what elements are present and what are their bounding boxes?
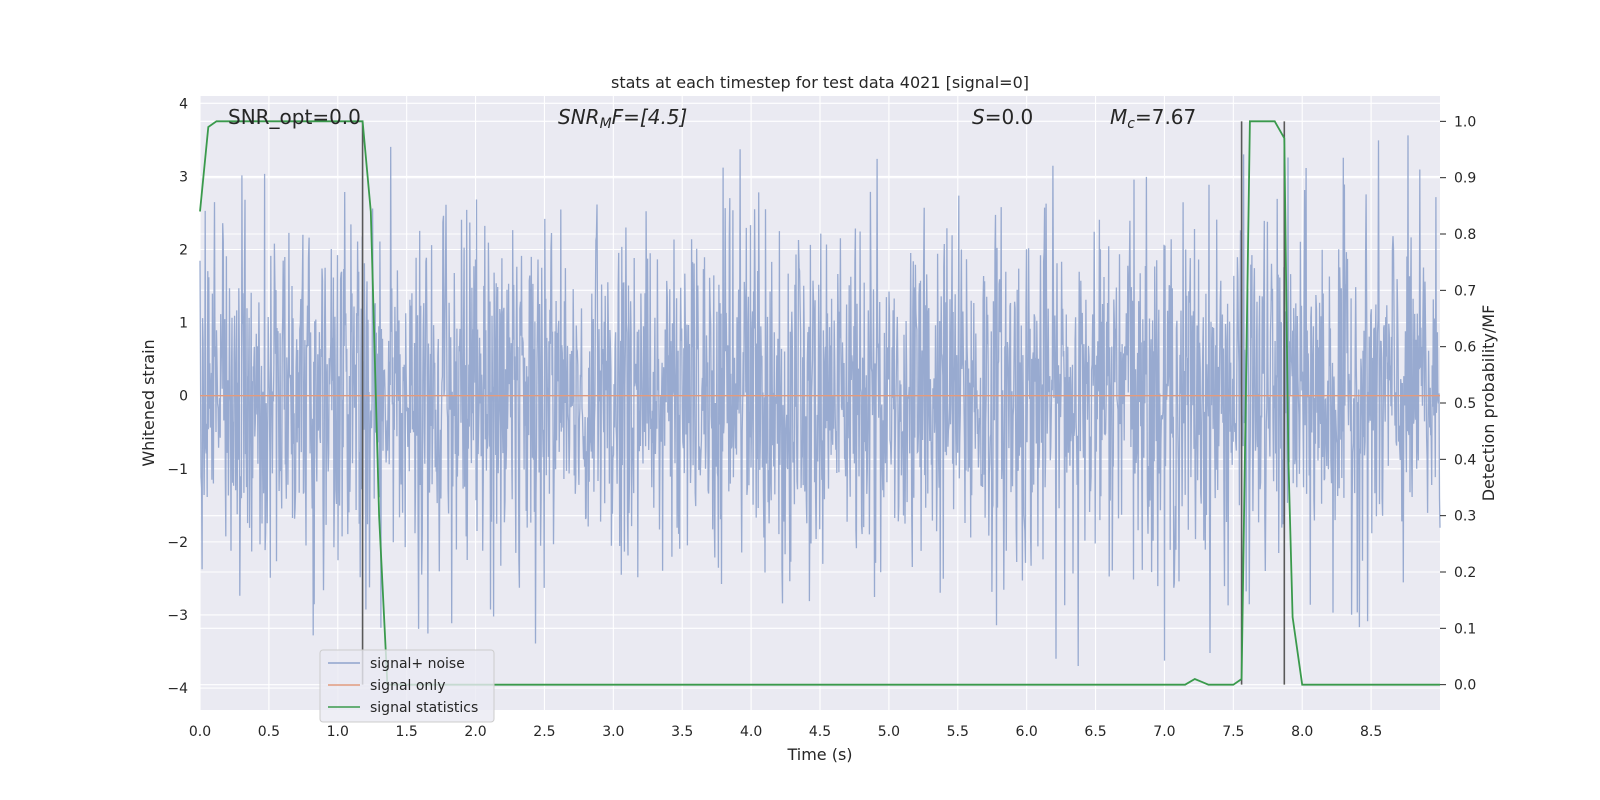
annotation-s: S=0.0 xyxy=(972,105,1033,129)
y-axis-ticks: −4 −3 −2 −1 0 1 2 3 4 xyxy=(167,96,188,697)
annotation-snr-opt: SNR_opt=0.0 xyxy=(228,105,361,129)
legend-label-signal-noise: signal+ noise xyxy=(370,656,465,672)
chart-title: stats at each timestep for test data 402… xyxy=(611,73,1029,92)
x-tick-label: 2.5 xyxy=(533,724,555,740)
y-tick-label: −4 xyxy=(167,681,188,697)
x-tick-label: 3.0 xyxy=(602,724,624,740)
x-tick-label: 5.0 xyxy=(878,724,900,740)
annotation-snr-mf: SNRMF=[4.5] xyxy=(558,105,687,132)
x-tick-label: 4.5 xyxy=(809,724,831,740)
y2-tick-label: 0.7 xyxy=(1454,283,1476,299)
y-tick-label: −2 xyxy=(167,535,188,551)
series-signal-statistics xyxy=(199,120,1440,686)
annotation-mc: Mc=7.67 xyxy=(1110,105,1196,132)
x-tick-label: 7.0 xyxy=(1153,724,1175,740)
x-tick-label: 1.5 xyxy=(396,724,418,740)
annotation-mc-sub: c xyxy=(1127,116,1135,132)
annotation-mc-symbol: M xyxy=(1110,105,1127,129)
x-axis-ticks: 0.0 0.5 1.0 1.5 2.0 2.5 3.0 3.5 4.0 4.5 5.0 5.5 6.0 6… xyxy=(189,724,1382,740)
x-tick-label: 6.5 xyxy=(1084,724,1106,740)
x-tick-label: 4.0 xyxy=(740,724,762,740)
annotation-snr-mf-rest-italic: F=[4.5] xyxy=(612,105,688,129)
y-tick-label: 1 xyxy=(179,316,188,332)
y-tick-label: 0 xyxy=(179,389,188,405)
y2-tick-label: 0.1 xyxy=(1454,621,1476,637)
y-tick-label: 4 xyxy=(179,96,188,112)
y-tick-label: 3 xyxy=(179,169,188,185)
series-signal-noise xyxy=(199,135,1441,667)
x-tick-label: 1.0 xyxy=(327,724,349,740)
annotation-snr-mf-symbol: SNR xyxy=(558,105,600,129)
x-tick-label: 8.5 xyxy=(1360,724,1382,740)
y2-tick-label: 1.0 xyxy=(1454,114,1476,130)
y2-tick-label: 0.6 xyxy=(1454,340,1476,356)
annotation-s-value: =0.0 xyxy=(985,105,1034,129)
y2-tick-label: 0.3 xyxy=(1454,509,1476,525)
y2-tick-label: 0.5 xyxy=(1454,396,1476,412)
y-tick-label: −1 xyxy=(167,462,188,478)
x-tick-label: 6.0 xyxy=(1016,724,1038,740)
legend-label-signal-statistics: signal statistics xyxy=(370,700,478,716)
annotation-snr-mf-sub: M xyxy=(600,116,612,132)
y-tick-label: 2 xyxy=(179,243,188,259)
x-tick-label: 0.5 xyxy=(258,724,280,740)
y2-tick-label: 0.0 xyxy=(1454,678,1476,694)
series-line-signal-noise xyxy=(199,135,1441,667)
annotation-mc-value: =7.67 xyxy=(1135,105,1196,129)
x-tick-label: 2.0 xyxy=(464,724,486,740)
y2-axis-label: Detection probability/MF xyxy=(1479,305,1498,502)
x-tick-label: 7.5 xyxy=(1222,724,1244,740)
x-tick-label: 8.0 xyxy=(1291,724,1313,740)
y2-tick-label: 0.4 xyxy=(1454,452,1476,468)
x-tick-label: 0.0 xyxy=(189,724,211,740)
series-line-signal-statistics xyxy=(199,120,1440,686)
x-axis-label: Time (s) xyxy=(786,745,852,764)
x-tick-label: 3.5 xyxy=(671,724,693,740)
vertical-markers xyxy=(361,121,1286,685)
legend-box xyxy=(319,649,495,723)
legend: signal+ noise signal only signal statist… xyxy=(319,649,495,723)
x-tick-label: 5.5 xyxy=(947,724,969,740)
y2-tick-label: 0.8 xyxy=(1454,227,1476,243)
annotation-s-symbol: S xyxy=(972,105,985,129)
y-axis-label: Whitened strain xyxy=(139,339,158,466)
y2-tick-label: 0.2 xyxy=(1454,565,1476,581)
y-tick-label: −3 xyxy=(167,608,188,624)
y2-axis-ticks: 0.0 0.1 0.2 0.3 0.4 0.5 0.6 0.7 0.8 0.9 1.0 xyxy=(1440,114,1476,694)
y2-tick-label: 0.9 xyxy=(1454,171,1476,187)
legend-label-signal-only: signal only xyxy=(370,678,445,694)
